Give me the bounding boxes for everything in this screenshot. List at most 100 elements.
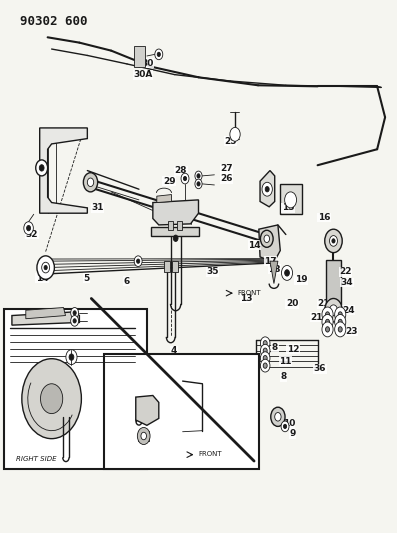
Circle shape <box>326 312 330 317</box>
Circle shape <box>260 337 270 350</box>
Polygon shape <box>280 184 302 214</box>
Circle shape <box>173 235 178 241</box>
Text: 90302 600: 90302 600 <box>20 15 87 28</box>
Text: 20: 20 <box>286 300 298 308</box>
Circle shape <box>260 359 270 372</box>
Circle shape <box>260 230 273 247</box>
Circle shape <box>338 327 342 332</box>
Text: 18: 18 <box>268 265 280 273</box>
Text: 30: 30 <box>141 59 153 68</box>
Text: 21: 21 <box>318 300 330 308</box>
Text: 34: 34 <box>341 278 353 287</box>
Circle shape <box>335 322 346 337</box>
Circle shape <box>326 319 330 325</box>
Circle shape <box>195 171 202 181</box>
Circle shape <box>275 413 281 421</box>
Bar <box>172 261 178 272</box>
Circle shape <box>262 182 272 196</box>
Circle shape <box>263 356 267 361</box>
Bar <box>4 309 147 469</box>
Text: 1A: 1A <box>146 419 159 428</box>
Text: 24: 24 <box>342 306 355 314</box>
Text: 9: 9 <box>289 430 295 438</box>
Polygon shape <box>157 195 172 203</box>
Circle shape <box>24 222 33 235</box>
Polygon shape <box>259 225 280 262</box>
Text: 3: 3 <box>196 429 202 438</box>
Text: 36: 36 <box>314 365 326 373</box>
Circle shape <box>326 327 330 332</box>
Bar <box>164 261 170 272</box>
Circle shape <box>137 427 150 445</box>
Circle shape <box>183 176 187 181</box>
Bar <box>151 227 198 236</box>
Bar <box>138 431 149 441</box>
Text: 15: 15 <box>282 204 294 212</box>
Text: FRONT: FRONT <box>237 290 261 296</box>
Circle shape <box>197 182 200 186</box>
Circle shape <box>281 265 293 280</box>
Circle shape <box>36 160 48 176</box>
Circle shape <box>263 363 267 368</box>
Circle shape <box>330 236 337 246</box>
Text: 22: 22 <box>330 316 342 324</box>
Text: 14: 14 <box>248 241 261 249</box>
Text: 10: 10 <box>283 419 295 428</box>
Text: 14: 14 <box>36 274 48 282</box>
Polygon shape <box>260 171 275 207</box>
Circle shape <box>71 308 79 318</box>
Text: 1: 1 <box>138 431 145 440</box>
Text: 16: 16 <box>318 213 330 222</box>
Text: FRONT: FRONT <box>198 451 222 457</box>
Circle shape <box>263 348 267 353</box>
Text: 7: 7 <box>168 369 175 377</box>
Polygon shape <box>136 395 159 425</box>
Circle shape <box>27 225 31 231</box>
Text: 25: 25 <box>224 137 237 146</box>
Bar <box>104 354 259 469</box>
Text: 12: 12 <box>287 345 299 353</box>
Circle shape <box>263 341 267 346</box>
Text: 8: 8 <box>280 373 287 381</box>
Text: 21: 21 <box>310 313 323 321</box>
Circle shape <box>281 421 289 432</box>
Circle shape <box>260 344 270 357</box>
Circle shape <box>137 259 140 263</box>
Text: 7: 7 <box>73 415 80 424</box>
Text: 13: 13 <box>240 294 252 303</box>
Text: 5: 5 <box>83 274 90 282</box>
Text: 31: 31 <box>91 204 104 212</box>
Circle shape <box>260 352 270 365</box>
Circle shape <box>87 178 94 187</box>
Circle shape <box>181 173 189 184</box>
Text: 23: 23 <box>345 327 358 336</box>
Circle shape <box>338 319 342 325</box>
Polygon shape <box>153 200 198 225</box>
Circle shape <box>197 174 200 178</box>
Circle shape <box>40 384 63 414</box>
Circle shape <box>325 229 342 253</box>
Bar <box>134 46 145 67</box>
Circle shape <box>285 270 289 276</box>
Text: 29: 29 <box>163 177 175 185</box>
Circle shape <box>230 127 240 141</box>
Circle shape <box>71 316 79 326</box>
Circle shape <box>332 239 335 243</box>
Text: RIGHT SIDE: RIGHT SIDE <box>16 456 56 462</box>
Polygon shape <box>26 308 66 319</box>
Bar <box>168 221 173 230</box>
Text: 8: 8 <box>272 343 278 352</box>
Circle shape <box>39 165 44 171</box>
Text: 27: 27 <box>220 165 233 173</box>
Circle shape <box>134 256 142 266</box>
Text: 19: 19 <box>295 276 307 284</box>
Bar <box>177 221 182 230</box>
Circle shape <box>325 298 342 322</box>
Text: 6: 6 <box>123 277 129 286</box>
Text: 28: 28 <box>175 166 187 175</box>
Text: 26: 26 <box>220 174 233 183</box>
Circle shape <box>37 256 54 279</box>
Text: 32: 32 <box>26 230 38 239</box>
Circle shape <box>335 307 346 322</box>
Circle shape <box>73 319 76 323</box>
